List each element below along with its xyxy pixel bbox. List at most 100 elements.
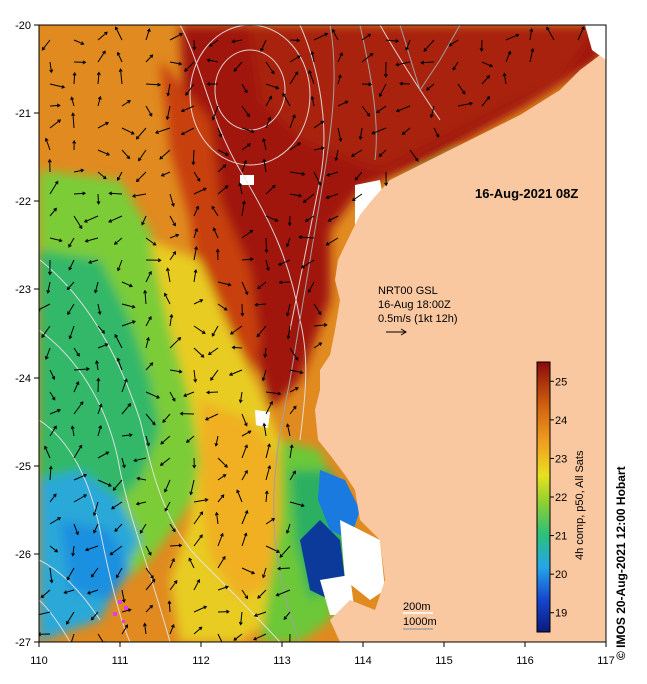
current-arrow-head [461,90,466,95]
current-arrow [97,343,108,349]
current-arrow [145,579,156,591]
current-arrow-head [135,501,140,506]
current-arrow-head [298,235,302,240]
current-arrow [217,164,226,173]
current-arrow [289,501,305,507]
current-arrow-head [36,613,39,616]
current-arrow [208,347,219,355]
current-arrow [503,73,507,85]
current-arrow-head [366,112,371,117]
current-arrow-head [193,378,198,383]
current-arrow [311,96,315,107]
current-arrow [97,479,112,487]
current-arrow-head [224,585,229,590]
current-arrow [160,457,171,466]
current-arrow [241,201,245,217]
current-arrow-head [448,42,453,47]
current-arrow [114,523,123,532]
current-arrow-head [79,401,84,405]
current-arrow-head [105,451,110,456]
current-arrow [145,362,153,371]
current-arrow-head [192,46,197,51]
current-arrow [265,117,271,129]
current-arrow [181,105,195,112]
current-arrow [289,55,301,63]
current-arrow [335,149,339,161]
current-arrow-head [423,48,428,52]
current-arrow [313,147,324,151]
current-arrow-head [429,114,434,119]
contour-1000m-label: 1000m [403,616,437,628]
current-arrow [97,72,100,85]
current-arrow [211,325,219,337]
current-arrow-head [262,137,266,142]
current-arrow-head [581,26,585,30]
current-arrow [121,149,130,159]
current-arrow-head [157,82,162,87]
current-arrow-head [206,390,210,395]
current-arrow-head [297,55,301,59]
current-arrow-head [83,494,88,498]
current-arrow-head [127,100,131,104]
current-arrow [529,28,533,41]
current-arrow [241,258,253,261]
current-arrow-head [244,595,249,600]
current-arrow-head [285,529,290,534]
current-arrow [97,303,101,315]
current-arrow-head [171,397,176,402]
current-arrow-head [267,116,272,121]
lat-tick: -25 [15,461,31,473]
current-arrow-head [148,270,152,275]
current-arrow [282,93,291,107]
current-arrow-head [261,377,266,382]
current-arrow-head [46,289,51,294]
map-plot-area [36,25,606,642]
current-arrow [121,403,131,415]
current-arrow [263,423,267,437]
current-arrow [49,391,56,401]
current-arrow [263,159,267,173]
current-arrow [137,477,147,481]
lat-tick: -24 [15,373,31,385]
current-arrow [193,269,197,283]
current-arrow [139,523,147,534]
current-arrow [457,102,473,107]
current-arrow [241,533,247,547]
current-arrow-head [287,222,292,227]
current-arrow [73,368,90,371]
current-arrow-head [214,511,219,516]
current-arrow-head [126,155,131,160]
current-arrow [67,303,75,315]
currents-scale-label: 0.5m/s (1kt 12h) [378,313,457,325]
cloud-mask [240,175,254,185]
current-arrow [213,227,219,239]
current-arrow-head [117,177,121,181]
current-arrow [111,501,123,510]
current-arrow [121,589,125,603]
current-arrow-head [277,566,281,571]
current-arrow-head [97,311,102,316]
current-arrow-head [546,26,550,31]
current-arrow-head [155,130,159,134]
current-arrow-head [146,28,151,33]
current-arrow-head [233,637,238,641]
current-arrow [169,33,183,41]
current-arrow-head [247,430,252,435]
current-arrow [286,523,291,534]
current-arrow [546,27,555,41]
current-arrow-head [486,95,491,100]
current-arrow [289,445,293,459]
current-arrow-head [246,113,250,118]
current-arrow [286,303,291,316]
current-arrow-head [151,421,156,426]
current-arrow [68,259,75,271]
current-arrow-head [469,101,474,106]
current-arrow-head [159,155,163,160]
current-arrow [117,171,123,181]
current-arrow [186,435,195,443]
current-arrow [169,580,178,591]
current-arrow-head [131,320,136,324]
current-arrow-head [264,249,269,254]
current-arrow-head [267,443,271,448]
current-arrow-head [156,395,160,399]
